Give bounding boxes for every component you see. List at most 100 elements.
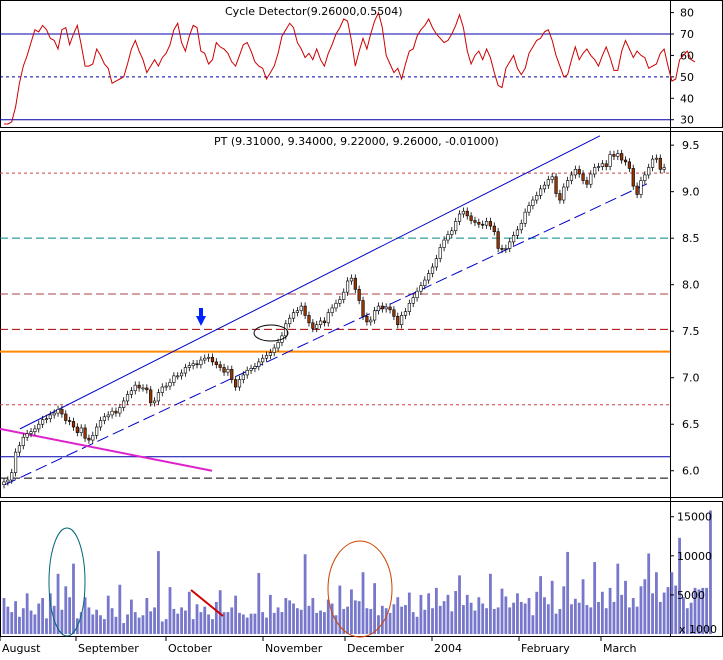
volume-bar [689, 602, 693, 634]
volume-bar [68, 597, 72, 634]
volume-bar [187, 591, 191, 634]
candle [373, 310, 377, 321]
volume-bar [550, 580, 554, 634]
volume-bar [222, 612, 226, 634]
price-panel: 6.0 6.5 7.0 7.5 8.0 8.5 9.0 9.5 PT (9.31000, 9.3… [0, 135, 700, 489]
candle [488, 221, 493, 227]
candle [114, 410, 118, 414]
volume-bar [60, 609, 64, 634]
volume-bar [184, 610, 187, 634]
volume-bar [512, 602, 515, 634]
volume-bar [570, 604, 573, 634]
candle [207, 356, 211, 359]
candle [558, 193, 562, 201]
x-tick-label: 2004 [434, 642, 462, 655]
candle [589, 173, 593, 185]
candle [176, 375, 180, 378]
volume-bar [434, 587, 438, 634]
candle [226, 369, 230, 373]
volume-bar [519, 601, 523, 634]
volume-bar [597, 601, 600, 634]
volume-bar [180, 607, 183, 634]
candle [484, 221, 489, 226]
volume-bar [639, 586, 643, 634]
volume-bar [141, 615, 145, 634]
candle [531, 199, 535, 206]
x-tick-label: September [78, 642, 139, 655]
candle [616, 153, 620, 157]
candle [523, 211, 527, 224]
candle [334, 303, 338, 309]
volume-bar [392, 604, 396, 634]
volume-bar [164, 619, 168, 634]
price-y-tick-label: 9.5 [682, 139, 700, 152]
candle [423, 279, 427, 286]
volume-bar [257, 573, 261, 634]
volume-bar [554, 613, 558, 634]
volume-bar [369, 608, 373, 634]
volume-bar [585, 605, 589, 634]
indicator-panel-frame [0, 0, 723, 128]
candle [118, 407, 122, 414]
price-y-tick-label: 8.0 [682, 279, 700, 292]
volume-y-tick-label: 15000 [677, 511, 712, 524]
candle [446, 234, 450, 241]
price-y-tick-label: 6.5 [682, 418, 700, 431]
candle [419, 285, 423, 292]
volume-bar [373, 583, 377, 634]
volume-bar [307, 605, 311, 634]
candle [365, 316, 369, 323]
candle [573, 169, 577, 176]
volume-bar [230, 607, 234, 634]
volume-bar [539, 576, 543, 634]
volume-bar [516, 593, 519, 634]
indicator-y-tick-label: 40 [680, 92, 694, 105]
volume-bar [485, 608, 488, 634]
candle [125, 394, 130, 402]
candle [515, 229, 520, 236]
volume-bar [608, 587, 612, 634]
volume-bar [83, 597, 87, 634]
candle [380, 305, 384, 310]
volume-bar [6, 606, 10, 634]
volume-bar [624, 580, 627, 634]
volume-bar [377, 615, 380, 634]
candle [403, 311, 408, 316]
volume-bar [651, 593, 654, 634]
candle [133, 384, 137, 392]
volume-bar [427, 593, 431, 634]
candle [75, 426, 79, 433]
volume-bar [380, 605, 384, 634]
volume-bar [315, 612, 319, 634]
candle [407, 303, 411, 312]
candle [168, 382, 172, 387]
ellipse-marker [253, 324, 289, 342]
candle [149, 389, 153, 404]
volume-bar [21, 608, 25, 634]
candle [253, 366, 257, 369]
candle [307, 315, 311, 324]
candle [299, 305, 303, 312]
candle [457, 213, 462, 222]
candle [627, 161, 631, 169]
volume-bar [137, 617, 141, 634]
volume-bar [326, 599, 330, 634]
volume-bar [531, 615, 535, 634]
volume-bar [226, 612, 230, 634]
candle [376, 305, 381, 312]
volume-bar [365, 608, 369, 634]
indicator-line [4, 11, 696, 125]
volume-bar [581, 579, 585, 634]
candle [492, 225, 496, 232]
volume-ellipse-right [327, 540, 393, 638]
volume-bar [705, 587, 709, 634]
volume-y-tick-label: 5000 [677, 589, 705, 602]
candle [203, 357, 207, 361]
candle [83, 427, 87, 439]
volume-bar [346, 606, 349, 634]
candle [620, 153, 624, 161]
candle [276, 342, 280, 349]
volume-bar [18, 616, 21, 634]
volume-unit-label: x 1000 [679, 623, 717, 636]
